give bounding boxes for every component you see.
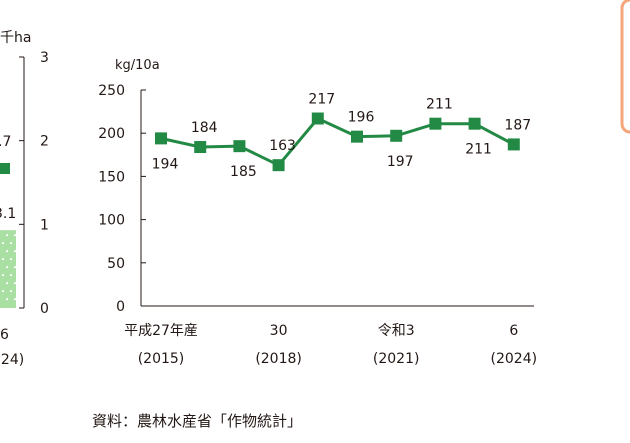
left-y-tick-label: 0 [40,301,49,317]
left-y-ticks: 3 2 1 0 [19,50,49,317]
data-label: 211 [426,97,453,113]
series-point [194,141,207,154]
data-label: 196 [348,110,375,126]
bar-pattern-dot [13,250,17,253]
series-point [272,159,285,172]
data-label: 184 [191,120,218,136]
bar-pattern-dot [5,250,9,253]
y-tick-label: 200 [98,126,125,142]
bar-pattern-dot [5,298,9,301]
x-tick-sublabel: (2024) [491,351,538,367]
x-tick-label: 6 [509,323,518,339]
series-point [468,117,481,130]
x-tick-sublabel: (2015) [138,351,185,367]
left-partial-x-sub: 024) [0,352,24,368]
y-ticks: 0 50 100 150 200 250 [98,83,146,315]
y-tick-label: 150 [98,169,125,185]
left-partial-marker [0,163,10,174]
series-point [351,130,363,143]
series-point [390,129,403,142]
left-y-tick-label: 3 [40,50,49,66]
series-point [429,117,442,130]
left-partial-label-bar: 3.1 [0,206,16,222]
data-label: 217 [308,92,335,108]
left-partial-bar [0,230,16,308]
bar-pattern-dot [9,258,13,261]
bar-pattern-dot [13,266,17,269]
x-tick-sublabel: (2021) [373,351,420,367]
bar-pattern-dot [9,274,13,277]
x-tick-sublabel: (2018) [255,351,302,367]
data-label: 163 [269,138,296,154]
data-label: 197 [387,154,414,170]
series-point [155,132,167,145]
bar-pattern-dot [9,290,13,293]
series-markers [155,112,520,172]
y-tick-label: 100 [98,213,125,229]
bar-pattern-dot [1,242,5,245]
bar-pattern-dot [5,266,9,269]
bar-pattern-dot [13,234,17,237]
y-tick-label: 50 [107,256,125,272]
bar-pattern-dot [1,258,5,261]
data-label: 185 [230,164,257,180]
data-label: 187 [504,117,531,133]
y-tick-label: 250 [98,83,125,99]
left-unit-label: 千ha [0,30,31,46]
series-line [160,116,515,168]
y-tick-label: 0 [116,299,125,315]
left-partial-x-label: 6 [0,327,9,343]
series-point [233,140,246,153]
bar-pattern-dot [13,282,17,285]
bar-pattern-dot [5,282,9,285]
series-point [507,138,520,151]
left-bar-dot-pattern [1,234,17,301]
data-label: 211 [465,142,492,158]
bar-pattern-dot [1,274,5,277]
y-axis-unit: kg/10a [115,58,160,73]
left-y-tick-label: 1 [40,217,49,233]
bar-pattern-dot [13,298,17,301]
left-partial-label-top: .7 [0,134,11,150]
bar-pattern-dot [5,234,9,237]
x-tick-label: 平成27年産 [124,323,198,339]
x-tick-label: 30 [270,323,288,339]
series-point [311,112,324,125]
right-accent-panel [620,0,630,134]
x-tick-labels: 平成27年産 (2015) 30 (2018) 令和3 (2021) 6 (2024) [124,323,537,367]
source-note: 資料：農林水産省「作物統計」 [92,412,302,430]
bar-pattern-dot [1,290,5,293]
left-y-tick-label: 2 [40,134,49,150]
bar-pattern-dot [9,242,13,245]
x-tick-label: 令和3 [378,323,415,339]
data-labels: 194 184 185 163 217 196 197 211 211 187 [152,92,532,181]
data-label: 194 [152,156,179,172]
